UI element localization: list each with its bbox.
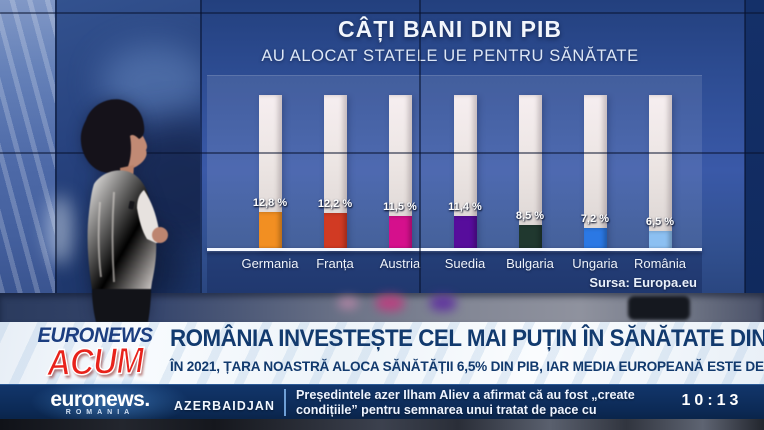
wall-seam <box>0 152 764 154</box>
clock: 10:13 <box>681 392 743 409</box>
bar-category-label: Germania <box>241 256 299 271</box>
news-subheadline: ÎN 2021, ȚARA NOASTRĂ ALOCA SĂNĂTĂȚII 6,… <box>170 358 764 374</box>
chart-category-band <box>207 252 702 293</box>
wall-seam <box>0 12 764 14</box>
bar-backdrop <box>323 95 347 250</box>
lower-third-banner: EURONEWS ACUM ROMÂNIA INVESTEȘTE CEL MAI… <box>0 322 764 384</box>
ticker-topic-label: AZERBAIDJAN <box>174 398 276 413</box>
euronews-logo-region: ROMANIA <box>65 409 135 416</box>
presenter-hair <box>80 99 145 173</box>
studio-camera-silhouette <box>628 296 690 320</box>
bar-category-label: Bulgaria <box>506 256 554 271</box>
bar-fill <box>518 224 542 250</box>
bar-value-label: 12,8 % <box>252 196 288 209</box>
bar-backdrop <box>518 95 542 250</box>
badge-euronews-text: EURONEWS <box>37 324 153 347</box>
bar-value-label: 11,4 % <box>448 200 482 213</box>
chart-subtitle: AU ALOCAT STATELE UE PENTRU SĂNĂTATE <box>261 47 639 65</box>
chart-baseline <box>207 248 702 251</box>
lavalier-mic <box>128 200 135 210</box>
wall-seam <box>744 0 746 293</box>
wall-seam <box>200 0 202 293</box>
wall-light-streaks <box>0 0 55 293</box>
studio-floor-edge <box>0 419 764 430</box>
chart-title: CÂȚI BANI DIN PIB <box>338 16 562 42</box>
bar-backdrop <box>453 95 477 250</box>
bar-value-label: 12,2 % <box>317 198 353 211</box>
ticker-divider <box>284 389 286 416</box>
logo-glow <box>30 377 190 427</box>
ticker-line-1: Președintele azer Ilham Aliev a afirmat … <box>296 387 635 402</box>
info-bar: euronews. ROMANIA AZERBAIDJAN Președinte… <box>0 377 764 430</box>
chart-source: Sursa: Europa.eu <box>589 275 697 290</box>
bar-fill <box>648 230 672 250</box>
presenter-figure <box>80 99 168 322</box>
news-headline: ROMÂNIA INVESTEȘTE CEL MAI PUȚIN ÎN SĂNĂ… <box>170 325 764 352</box>
bar-fill <box>258 211 282 250</box>
floor-reflection <box>338 297 358 309</box>
floor-reflection <box>376 295 404 311</box>
bar-value-label: 11,5 % <box>383 200 417 213</box>
bar-backdrop <box>258 95 282 250</box>
bar-fill <box>388 215 412 250</box>
studio-wall-left-panel <box>0 0 55 293</box>
studio-wall-right-panel <box>745 0 764 293</box>
bar-fill <box>453 215 477 250</box>
bar-category-label: România <box>633 256 687 271</box>
bar-backdrop <box>583 95 607 250</box>
bar-fill <box>583 228 607 250</box>
presenter-face <box>125 127 148 170</box>
chart-bars: 12,8 % Germania 12,2 % Franța 11,5 % Austria 1… <box>241 95 687 271</box>
bar-value-label: 8,5 % <box>515 209 545 222</box>
bar-backdrop <box>648 95 672 250</box>
bar-category-label: Suedia <box>444 256 486 271</box>
wall-seam <box>55 0 57 293</box>
bar-fill <box>323 213 347 250</box>
bar-category-label: Franța <box>316 256 354 271</box>
presenter-hand <box>152 227 168 243</box>
bar-backdrop <box>388 95 412 250</box>
bar-category-label: Ungaria <box>572 256 618 271</box>
euronews-acum-badge: EURONEWS ACUM <box>28 324 162 384</box>
euronews-logo: euronews. <box>50 388 150 411</box>
bar-category-label: Austria <box>379 256 421 271</box>
wall-seam <box>419 0 421 293</box>
banner-streaks <box>0 322 764 384</box>
bar-value-label: 7,2 % <box>580 213 610 226</box>
floor-reflection <box>430 295 456 311</box>
presenter-trousers <box>92 289 151 322</box>
bar-value-label: 6,5 % <box>645 215 675 228</box>
